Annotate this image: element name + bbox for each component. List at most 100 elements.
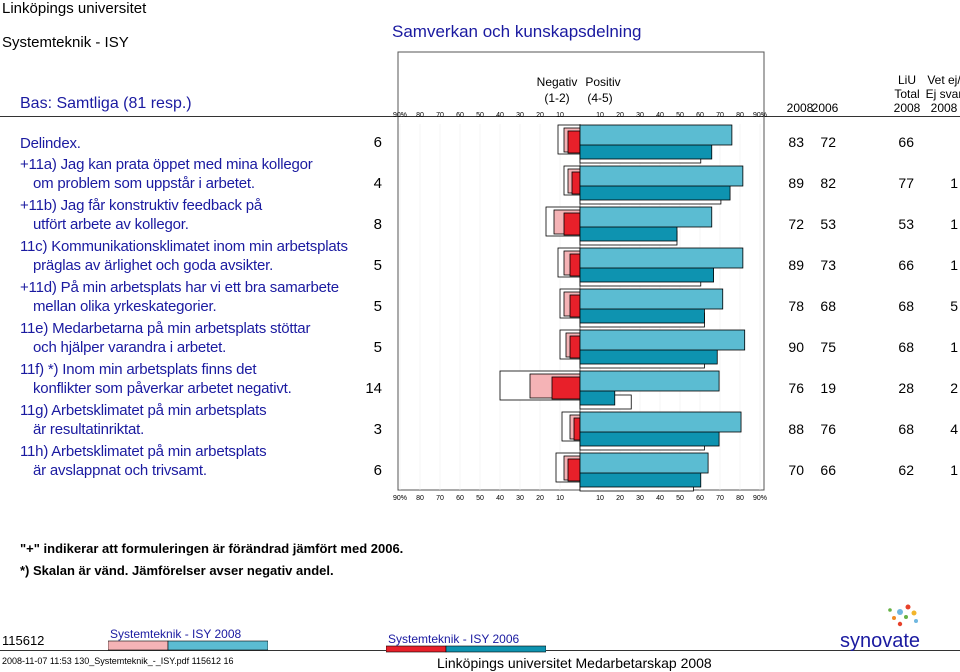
bar-pos-2008 xyxy=(579,247,744,269)
note-star: *) Skalan är vänd. Jämförelser avser neg… xyxy=(20,563,334,578)
base-label: Bas: Samtliga (81 resp.) xyxy=(20,95,192,112)
tick-label-bottom: 70 xyxy=(716,495,724,502)
tick-label-top: 20 xyxy=(536,112,544,119)
ej-svar-value: 5 xyxy=(950,298,958,314)
bar-neg-2008 xyxy=(573,417,581,441)
tick-label-bottom: 50 xyxy=(676,495,684,502)
ej-svar-value: 1 xyxy=(950,462,958,478)
note-plus: "+" indikerar att formuleringen är förän… xyxy=(20,541,404,556)
ej-svar-value: 1 xyxy=(950,257,958,273)
pos-2006-value: 53 xyxy=(820,216,836,232)
pos-liu-value: 68 xyxy=(898,339,914,355)
tick-label-top: 90% xyxy=(753,112,767,119)
tick-label-bottom: 80 xyxy=(416,495,424,502)
tick-label-bottom: 40 xyxy=(496,495,504,502)
pos-2008-value: 89 xyxy=(788,175,804,191)
project-name: Linköpings universitet Medarbetarskap 20… xyxy=(437,655,712,671)
pos-2006-value: 82 xyxy=(820,175,836,191)
col-vet-1: Vet ej/ xyxy=(927,73,960,87)
tick-label-bottom: 20 xyxy=(536,495,544,502)
tick-label-bottom: 70 xyxy=(436,495,444,502)
tick-label-top: 60 xyxy=(456,112,464,119)
pos-liu-value: 28 xyxy=(898,380,914,396)
pos-liu-value: 68 xyxy=(898,421,914,437)
bar-pos-2008 xyxy=(579,124,733,146)
pos-2006-value: 76 xyxy=(820,421,836,437)
pos-liu-value: 53 xyxy=(898,216,914,232)
ej-svar-value: 1 xyxy=(950,339,958,355)
header-divider xyxy=(0,116,960,117)
tick-label-top: 90% xyxy=(393,112,407,119)
bar-neg-2008 xyxy=(551,376,581,400)
tick-label-top: 40 xyxy=(496,112,504,119)
neg-2008-value: 5 xyxy=(373,257,382,274)
tick-label-bottom: 10 xyxy=(556,495,564,502)
neg-2008-value: 6 xyxy=(373,462,382,479)
col-vet-2: Ej svar xyxy=(925,87,960,101)
pos-2008-value: 76 xyxy=(788,380,804,396)
question-label-cont: präglas av ärlighet och goda avsikter. xyxy=(33,257,274,274)
tick-label-bottom: 30 xyxy=(636,495,644,502)
question-label: +11a) Jag kan prata öppet med mina kolle… xyxy=(20,156,313,173)
pos-2006-value: 72 xyxy=(820,134,836,150)
bar-neg-2008 xyxy=(569,335,581,359)
col-2008: 2008 xyxy=(786,101,814,115)
tick-label-bottom: 50 xyxy=(476,495,484,502)
question-label-cont: är resultatinriktat. xyxy=(33,421,145,438)
pos-liu-value: 62 xyxy=(898,462,914,478)
pos-2006-value: 73 xyxy=(820,257,836,273)
pos-2006-value: 66 xyxy=(820,462,836,478)
col-liu-2: Total xyxy=(894,87,920,101)
question-label: +11b) Jag får konstruktiv feedback på xyxy=(20,197,263,214)
tick-label-bottom: 60 xyxy=(456,495,464,502)
pos-2008-value: 78 xyxy=(788,298,804,314)
question-label: 11e) Medarbetarna på min arbetsplats stö… xyxy=(20,320,311,337)
question-label-cont: mellan olika yrkeskategorier. xyxy=(33,298,217,315)
brand-text: synovate xyxy=(840,630,921,652)
neg-2008-value: 5 xyxy=(373,298,382,315)
synovate-logo-icon xyxy=(888,604,918,627)
tick-label-top: 10 xyxy=(596,112,604,119)
pos-2006-value: 19 xyxy=(820,380,836,396)
ej-svar-value: 1 xyxy=(950,216,958,232)
neg-2008-value: 5 xyxy=(373,339,382,356)
pos-range: (4-5) xyxy=(587,91,613,105)
tick-label-top: 50 xyxy=(676,112,684,119)
tick-label-top: 80 xyxy=(416,112,424,119)
col-liu-3: 2008 xyxy=(893,101,921,115)
pos-liu-value: 66 xyxy=(898,257,914,273)
neg-2008-value: 8 xyxy=(373,216,382,233)
pos-2006-value: 68 xyxy=(820,298,836,314)
bar-neg-2008 xyxy=(563,212,581,236)
pos-liu-value: 66 xyxy=(898,134,914,150)
neg-2008-value: 14 xyxy=(365,380,382,397)
pos-liu-value: 77 xyxy=(898,175,914,191)
ej-svar-value: 1 xyxy=(950,175,958,191)
tick-label-top: 10 xyxy=(556,112,564,119)
question-label-cont: om problem som uppstår i arbetet. xyxy=(33,175,255,192)
pos-2006-value: 75 xyxy=(820,339,836,355)
bar-pos-2008 xyxy=(579,370,720,392)
tick-label-top: 20 xyxy=(616,112,624,119)
pos-2008-value: 83 xyxy=(788,134,804,150)
ej-svar-value: 4 xyxy=(950,421,958,437)
col-vet-3: 2008 xyxy=(930,101,958,115)
tick-label-top: 50 xyxy=(476,112,484,119)
tick-label-top: 80 xyxy=(736,112,744,119)
tick-label-bottom: 80 xyxy=(736,495,744,502)
col-liu-1: LiU xyxy=(897,73,916,87)
question-label: 11c) Kommunikationsklimatet inom min arb… xyxy=(20,238,348,255)
tick-label-top: 70 xyxy=(716,112,724,119)
tick-label-top: 70 xyxy=(436,112,444,119)
question-label-cont: utfört arbete av kollegor. xyxy=(33,216,189,233)
pos-liu-value: 68 xyxy=(898,298,914,314)
tick-label-top: 40 xyxy=(656,112,664,119)
legend-2008-label: Systemteknik - ISY 2008 xyxy=(110,627,242,641)
question-label: 11f) *) Inom min arbetsplats finns det xyxy=(20,361,257,378)
tick-label-bottom: 90% xyxy=(753,495,767,502)
pos-2008-value: 70 xyxy=(788,462,804,478)
bar-neg-2008 xyxy=(569,253,581,277)
org-name: Linköpings universitet xyxy=(2,0,147,17)
question-label: Delindex. xyxy=(20,135,81,152)
